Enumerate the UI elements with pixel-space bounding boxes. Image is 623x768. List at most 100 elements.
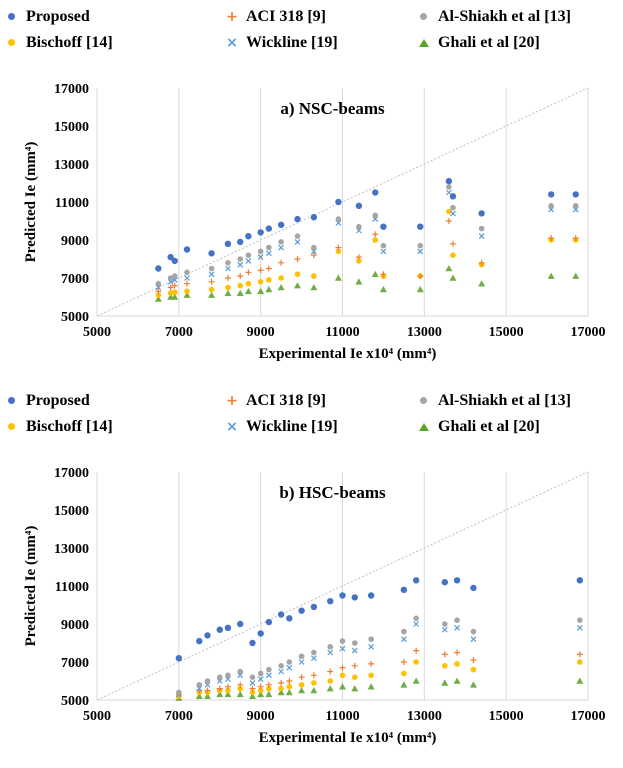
data-point [441, 579, 448, 586]
data-point [470, 584, 477, 592]
data-point [208, 286, 215, 293]
data-point [446, 184, 452, 190]
data-point [339, 672, 346, 679]
data-point [277, 284, 285, 291]
data-point [351, 662, 358, 669]
data-point [216, 674, 223, 680]
data-point [171, 289, 178, 296]
data-point [298, 682, 305, 688]
x-tick-label: 15000 [489, 709, 524, 724]
data-point [249, 639, 256, 647]
data-point [245, 257, 252, 264]
data-point [413, 621, 420, 627]
y-tick-label: 15000 [54, 120, 89, 135]
data-point [453, 677, 461, 684]
data-point [310, 603, 318, 611]
data-point [327, 598, 334, 605]
data-point [356, 258, 362, 264]
legend-label: Al-Shiakh et al [13] [438, 392, 571, 409]
data-point [286, 615, 293, 622]
x-tick-label: 13000 [407, 325, 442, 340]
data-point [249, 685, 256, 692]
data-point [400, 586, 408, 593]
legend-label: Wickline [19] [246, 34, 338, 51]
legend-item-ghali: Ghali et al [20] [418, 418, 540, 436]
data-point [351, 685, 359, 692]
x-tick-label: 17000 [571, 325, 606, 340]
data-point [413, 647, 420, 654]
data-point [196, 637, 203, 645]
legend-item-proposed: Proposed [6, 392, 90, 410]
data-point [478, 280, 486, 287]
data-point [339, 664, 346, 671]
data-point [470, 628, 477, 635]
legend-label: ACI 318 [9] [246, 392, 326, 409]
data-point [445, 177, 453, 185]
legend-marker-triangle-icon [418, 421, 430, 433]
data-point [327, 678, 334, 684]
legend-label: ACI 318 [9] [246, 8, 326, 25]
data-point [547, 272, 555, 279]
data-point [286, 683, 293, 690]
y-axis-title: Predicted Ie (mm⁴) [23, 526, 39, 647]
scatter-chart-a: 5000 7000 9000 11000 13000 15000 17000 5000 7000… [23, 82, 606, 362]
data-point [257, 254, 264, 261]
data-point [286, 659, 293, 665]
data-point [310, 214, 318, 221]
data-point [265, 285, 273, 293]
data-point [327, 668, 334, 675]
data-point [412, 677, 420, 684]
legend-marker-circle-icon [6, 37, 18, 49]
x-tick-label: 7000 [165, 709, 193, 724]
data-point [372, 237, 379, 243]
data-point [441, 663, 448, 669]
data-point [203, 692, 211, 699]
data-point [454, 649, 461, 656]
data-point [204, 632, 211, 639]
data-point [445, 265, 453, 272]
data-point [266, 244, 272, 251]
data-point [257, 279, 264, 285]
y-tick-label: 17000 [54, 466, 89, 481]
data-point [367, 592, 375, 599]
y-tick-label: 7000 [61, 656, 89, 671]
data-point [445, 189, 452, 196]
data-point [450, 210, 456, 217]
data-point [441, 626, 448, 633]
data-point [294, 256, 301, 262]
data-point [245, 269, 252, 276]
data-point [400, 681, 408, 688]
data-point [449, 274, 457, 281]
x-tick-label: 11000 [325, 325, 359, 340]
x-tick-label: 7000 [165, 325, 193, 340]
data-point [368, 643, 375, 650]
legend-b: Proposed + ACI 318 [9] Al-Shiakh et al [… [0, 384, 623, 444]
data-point [204, 687, 211, 694]
data-point [245, 280, 252, 287]
data-point [224, 275, 231, 281]
data-point [417, 248, 424, 255]
data-point [372, 189, 379, 196]
data-point [257, 630, 264, 637]
data-point [335, 244, 342, 251]
data-point [413, 615, 419, 622]
y-axis-title: Predicted Ie (mm⁴) [23, 142, 39, 263]
data-point [311, 273, 317, 279]
data-point [453, 577, 461, 584]
data-point [310, 672, 317, 679]
data-point [401, 628, 407, 635]
data-point [257, 229, 264, 236]
legend-item-aci: + ACI 318 [9] [226, 392, 326, 410]
data-point [576, 651, 583, 658]
data-point [171, 282, 178, 289]
data-point [184, 280, 191, 287]
legend-label: Proposed [26, 392, 90, 409]
chart-panel-a: Proposed + ACI 318 [9] Al-Shiakh et al [… [6, 8, 606, 362]
data-point [412, 577, 420, 584]
data-point [334, 274, 342, 281]
data-point [572, 235, 579, 242]
legend-label: Ghali et al [20] [438, 418, 540, 435]
data-point [380, 271, 387, 278]
x-tick-label: 5000 [83, 325, 111, 340]
y-tick-label: 5000 [61, 694, 89, 709]
